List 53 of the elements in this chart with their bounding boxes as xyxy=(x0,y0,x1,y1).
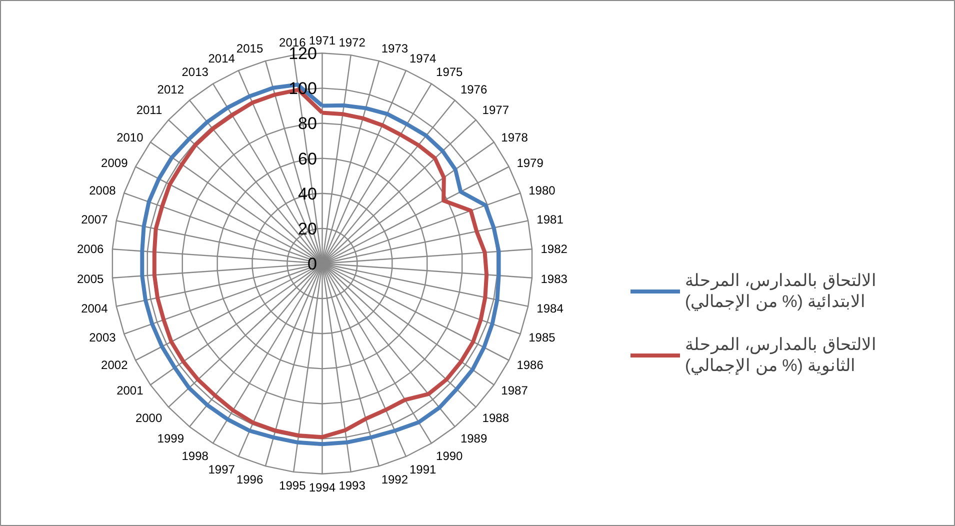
spoke-label: 1985 xyxy=(528,330,556,344)
spoke-label: 1986 xyxy=(516,358,544,372)
spoke-label: 1994 xyxy=(308,480,336,495)
spoke-label: 1983 xyxy=(540,272,568,286)
spoke-label: 1975 xyxy=(436,65,464,80)
spoke-label: 2000 xyxy=(135,411,162,426)
spoke-label: 1995 xyxy=(279,478,306,493)
spoke-label: 1992 xyxy=(381,472,408,487)
spoke-label: 1979 xyxy=(516,156,544,170)
spoke-label: 1974 xyxy=(409,51,437,66)
spoke-label: 2008 xyxy=(89,184,116,198)
y-tick-label: 100 xyxy=(288,79,317,98)
spoke-label: 2002 xyxy=(101,358,128,372)
y-tick-label: 80 xyxy=(298,114,317,134)
spoke-label: 1991 xyxy=(409,462,437,477)
spoke-label: 1978 xyxy=(501,130,528,145)
spoke-label: 1997 xyxy=(208,462,236,477)
spoke-label: 2015 xyxy=(236,41,264,56)
y-tick-label: 20 xyxy=(298,219,317,238)
spoke-label: 1971 xyxy=(308,33,336,48)
spoke-label: 2006 xyxy=(77,242,104,256)
spoke-label: 1990 xyxy=(436,448,464,463)
spoke-label: 1989 xyxy=(460,432,488,446)
spoke-label: 1988 xyxy=(482,411,510,426)
spoke-label: 2001 xyxy=(116,383,144,398)
spoke-label: 2013 xyxy=(182,65,209,80)
spoke-label: 2007 xyxy=(81,212,108,226)
spoke-label: 2004 xyxy=(81,302,108,316)
spoke-label: 1977 xyxy=(482,102,510,117)
spoke-label: 1998 xyxy=(182,448,209,463)
y-tick-label: 60 xyxy=(298,149,317,168)
legend-label: الالتحاق بالمدارس، المرحلة الثانوية (% من الإجمالي) xyxy=(685,334,876,376)
spoke-label: 1987 xyxy=(501,383,528,398)
spoke-label: 1999 xyxy=(157,432,184,446)
y-tick-label: 40 xyxy=(298,184,317,204)
y-tick-label: 0 xyxy=(308,254,317,274)
spoke-label: 2005 xyxy=(77,272,104,286)
spoke-label: 1993 xyxy=(338,478,366,493)
spoke-label: 2009 xyxy=(101,156,128,170)
spoke-label: 2012 xyxy=(157,82,184,96)
spoke-label: 2014 xyxy=(208,51,236,66)
spoke-label: 2003 xyxy=(89,330,116,344)
spoke-label: 1982 xyxy=(540,242,568,256)
spoke-label: 1984 xyxy=(536,302,564,316)
spoke-label: 1981 xyxy=(536,212,564,226)
spoke-label: 1973 xyxy=(381,41,408,56)
spoke-label: 2010 xyxy=(116,130,144,145)
spoke-label: 2011 xyxy=(136,102,162,117)
spoke-label: 1976 xyxy=(460,82,488,96)
spoke-label: 1996 xyxy=(236,472,264,487)
legend-label: الالتحاق بالمدارس، المرحلة الابتدائية (% من الإجمالي) xyxy=(685,270,876,312)
spoke-label: 1980 xyxy=(528,184,556,198)
spoke-label: 1972 xyxy=(338,35,366,50)
